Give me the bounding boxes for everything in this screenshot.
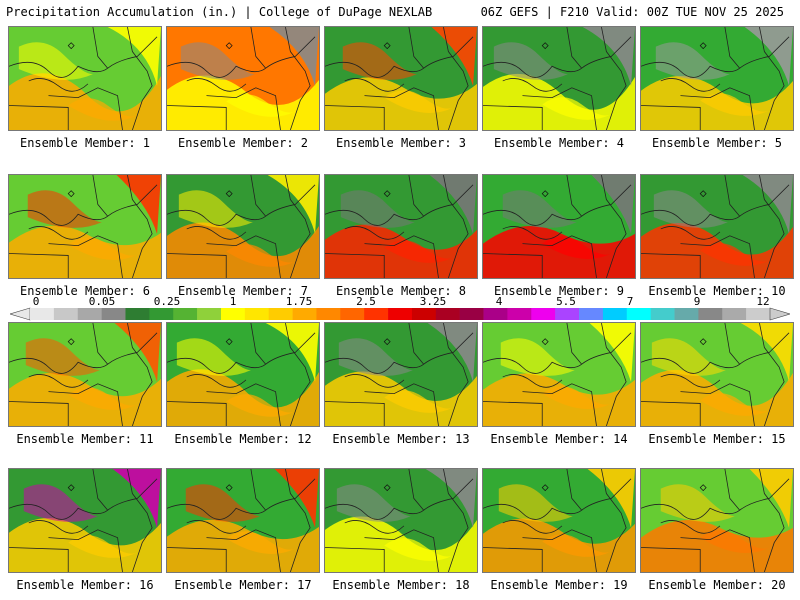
model-run-info: 06Z GEFS | F210 Valid: 00Z TUE NOV 25 20…	[480, 5, 784, 19]
ensemble-map-4	[482, 26, 636, 131]
chart-title: Precipitation Accumulation (in.) | Colle…	[6, 5, 433, 19]
ensemble-member-label: Ensemble Member: 16	[16, 578, 154, 592]
ensemble-map-11	[8, 322, 162, 427]
colorbar-tick-label: 2.5	[356, 295, 376, 308]
ensemble-map-9	[482, 174, 636, 279]
colorbar-swatch	[53, 308, 79, 320]
ensemble-map-8	[324, 174, 478, 279]
ensemble-map-14	[482, 322, 636, 427]
colorbar-swatch	[292, 308, 317, 320]
ensemble-map-19	[482, 468, 636, 573]
ensemble-member-label: Ensemble Member: 2	[177, 136, 309, 150]
ensemble-member-label: Ensemble Member: 3	[335, 136, 467, 150]
colorbar-swatch	[722, 308, 747, 320]
colorbar-swatch	[220, 308, 246, 320]
ensemble-map-13	[324, 322, 478, 427]
colorbar-swatch	[173, 308, 198, 320]
colorbar-swatch	[149, 308, 174, 320]
ensemble-member-label: Ensemble Member: 11	[16, 432, 154, 446]
ensemble-map-15	[640, 322, 794, 427]
ensemble-map-5	[640, 26, 794, 131]
colorbar-swatch	[698, 308, 723, 320]
colorbar-tick-label: 5.5	[556, 295, 576, 308]
colorbar-swatch	[579, 308, 604, 320]
ensemble-map-18	[324, 468, 478, 573]
ensemble-member-label: Ensemble Member: 17	[174, 578, 312, 592]
ensemble-member-label: Ensemble Member: 5	[651, 136, 783, 150]
precipitation-colorbar	[10, 307, 790, 321]
colorbar-tick-label: 4	[495, 295, 503, 308]
ensemble-map-3	[324, 26, 478, 131]
ensemble-member-label: Ensemble Member: 4	[493, 136, 625, 150]
colorbar-swatch	[340, 308, 365, 320]
colorbar-swatch	[77, 308, 102, 320]
ensemble-map-1	[8, 26, 162, 131]
colorbar-swatch	[507, 308, 532, 320]
colorbar-swatch	[626, 308, 651, 320]
ensemble-map-2	[166, 26, 320, 131]
colorbar-swatch	[555, 308, 580, 320]
ensemble-member-label: Ensemble Member: 12	[174, 432, 312, 446]
colorbar-swatch	[30, 308, 55, 320]
colorbar-tick-label: 3.25	[419, 295, 447, 308]
ensemble-member-label: Ensemble Member: 19	[490, 578, 628, 592]
colorbar-swatch	[388, 308, 413, 320]
colorbar-tick-label: 0	[32, 295, 40, 308]
ensemble-map-20	[640, 468, 794, 573]
colorbar-swatch	[435, 308, 460, 320]
ensemble-member-label: Ensemble Member: 18	[332, 578, 470, 592]
colorbar-tick-label: 9	[693, 295, 701, 308]
colorbar-swatch	[674, 308, 699, 320]
colorbar-tick-label: 12	[756, 295, 770, 308]
colorbar-swatch	[531, 308, 556, 320]
ensemble-member-label: Ensemble Member: 14	[490, 432, 628, 446]
ensemble-member-label: Ensemble Member: 7	[177, 284, 309, 298]
colorbar-swatch	[316, 308, 341, 320]
colorbar-swatch	[411, 308, 437, 320]
ensemble-map-17	[166, 468, 320, 573]
colorbar-swatch	[483, 308, 508, 320]
colorbar-swatch	[364, 308, 389, 320]
colorbar-swatch	[101, 308, 126, 320]
colorbar-tick-label: 7	[626, 295, 634, 308]
ensemble-map-12	[166, 322, 320, 427]
colorbar-swatch	[268, 308, 293, 320]
colorbar-swatch	[244, 308, 270, 320]
ensemble-member-label: Ensemble Member: 10	[648, 284, 786, 298]
colorbar-swatch	[459, 308, 484, 320]
ensemble-member-label: Ensemble Member: 9	[493, 284, 625, 298]
colorbar-swatch	[650, 308, 675, 320]
colorbar-swatch	[197, 308, 222, 320]
colorbar-swatch	[746, 308, 771, 320]
ensemble-member-label: Ensemble Member: 15	[648, 432, 786, 446]
ensemble-map-16	[8, 468, 162, 573]
ensemble-member-label: Ensemble Member: 6	[19, 284, 151, 298]
ensemble-map-7	[166, 174, 320, 279]
ensemble-map-6	[8, 174, 162, 279]
colorbar-tick-label: 0.05	[88, 295, 116, 308]
colorbar-tick-label: 1.75	[285, 295, 313, 308]
ensemble-member-label: Ensemble Member: 13	[332, 432, 470, 446]
ensemble-member-label: Ensemble Member: 8	[335, 284, 467, 298]
ensemble-member-label: Ensemble Member: 20	[648, 578, 786, 592]
colorbar-tick-label: 0.25	[153, 295, 181, 308]
colorbar-tick-label: 1	[229, 295, 237, 308]
ensemble-member-label: Ensemble Member: 1	[19, 136, 151, 150]
ensemble-map-10	[640, 174, 794, 279]
colorbar-swatch	[125, 308, 150, 320]
colorbar-swatch	[602, 308, 628, 320]
